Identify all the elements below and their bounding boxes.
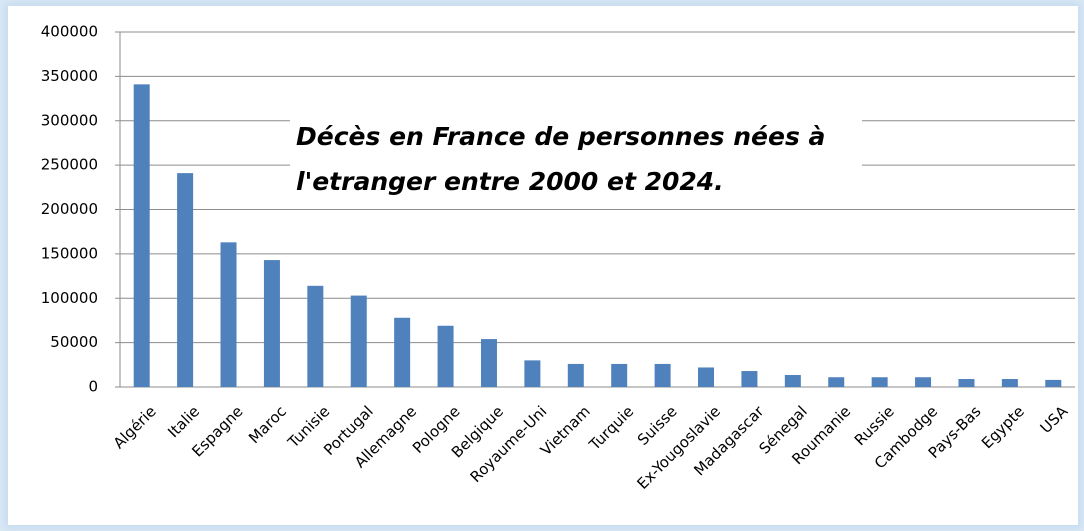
bar bbox=[698, 367, 715, 387]
bar bbox=[177, 173, 194, 387]
y-tick-label: 0 bbox=[88, 378, 98, 396]
bar bbox=[871, 377, 888, 387]
bar bbox=[611, 363, 628, 387]
bar bbox=[350, 295, 367, 387]
x-tick-label: USA bbox=[1037, 402, 1072, 437]
bar bbox=[394, 317, 411, 387]
bar bbox=[1001, 379, 1018, 387]
bar bbox=[263, 260, 280, 387]
bar bbox=[958, 379, 975, 387]
y-tick-label: 400000 bbox=[41, 23, 98, 41]
y-tick-label: 250000 bbox=[41, 156, 98, 174]
x-tick-label: Egypte bbox=[978, 402, 1028, 452]
bar bbox=[307, 285, 324, 387]
y-tick-label: 300000 bbox=[41, 111, 98, 129]
x-tick-label: Algérie bbox=[110, 402, 160, 452]
y-tick-label: 150000 bbox=[41, 244, 98, 262]
bar bbox=[915, 377, 932, 387]
bar bbox=[784, 375, 801, 387]
y-tick-label: 50000 bbox=[50, 333, 98, 351]
bar bbox=[567, 363, 584, 387]
bar bbox=[437, 325, 454, 387]
x-tick-label: Maroc bbox=[245, 402, 290, 447]
chart-title: Décès en France de personnes nées à l'et… bbox=[290, 112, 862, 206]
bar bbox=[828, 377, 845, 387]
bar bbox=[654, 363, 671, 387]
bar bbox=[220, 242, 237, 387]
bar bbox=[480, 339, 497, 387]
bar bbox=[524, 360, 541, 387]
x-tick-label: Turquie bbox=[585, 402, 637, 454]
x-tick-label: Italie bbox=[164, 402, 203, 441]
bar bbox=[133, 84, 150, 388]
y-tick-label: 100000 bbox=[41, 289, 98, 307]
bar bbox=[1045, 379, 1062, 387]
y-tick-label: 350000 bbox=[41, 67, 98, 85]
y-tick-label: 200000 bbox=[41, 200, 98, 218]
bar bbox=[741, 371, 758, 387]
